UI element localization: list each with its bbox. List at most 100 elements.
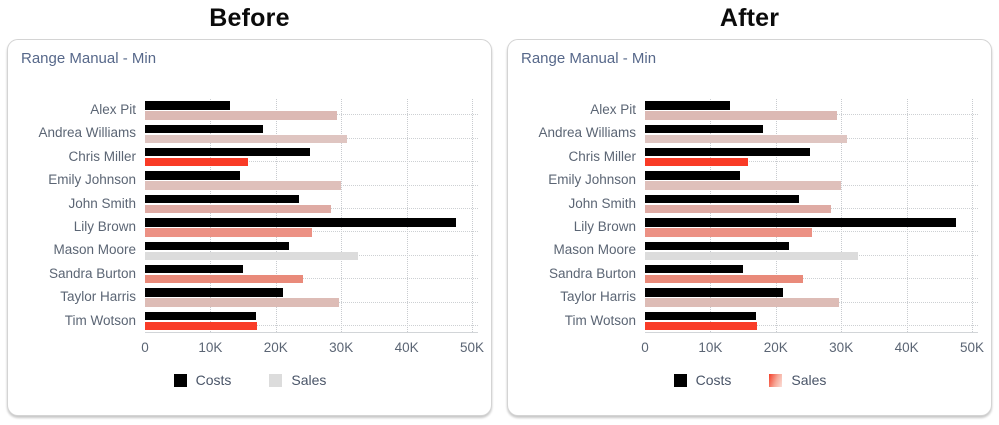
sales-bar[interactable]	[145, 298, 340, 307]
sales-bar[interactable]	[645, 274, 804, 284]
sales-bar[interactable]	[645, 228, 812, 237]
sales-bar[interactable]	[645, 204, 832, 214]
legend-item-sales[interactable]: Sales	[269, 372, 326, 388]
bar-group	[145, 238, 478, 261]
sales-bar[interactable]	[645, 157, 749, 167]
category-label: Lily Brown	[573, 218, 636, 234]
bar-group	[145, 215, 478, 238]
sales-bar[interactable]	[645, 134, 848, 143]
x-tick-label: 10K	[198, 340, 223, 355]
costs-bar[interactable]	[645, 241, 789, 250]
costs-bar[interactable]	[145, 101, 231, 110]
sales-bar[interactable]	[145, 111, 338, 120]
costs-bar[interactable]	[645, 101, 731, 110]
v-gridline	[341, 99, 343, 332]
costs-bar[interactable]	[145, 264, 244, 274]
costs-bar[interactable]	[645, 264, 744, 274]
sales-bar[interactable]	[645, 298, 840, 307]
bar-group	[145, 192, 478, 215]
bar-group	[145, 145, 478, 168]
h-gridline	[645, 325, 978, 326]
x-tick-label: 20K	[763, 340, 788, 355]
after-heading: After	[719, 4, 780, 32]
v-gridline	[210, 99, 212, 332]
costs-bar[interactable]	[645, 218, 957, 227]
costs-bar[interactable]	[145, 124, 263, 133]
before-chart-card: Range Manual - Min Alex Pit Andrea Willia…	[7, 39, 492, 416]
category-label: Chris Miller	[68, 148, 137, 164]
sales-bar[interactable]	[145, 251, 359, 260]
chart-title: Range Manual - Min	[21, 50, 157, 67]
category-label: Mason Moore	[553, 242, 636, 258]
plot-area	[145, 98, 478, 333]
sales-bar[interactable]	[145, 157, 249, 167]
bar-group	[645, 238, 978, 261]
legend-label: Sales	[791, 372, 827, 388]
page: Before Range Manual - Min Alex Pit Andrea…	[7, 0, 992, 416]
x-tick-label: 10K	[698, 340, 723, 355]
x-axis: 0 10K 20K 30K 40K 50K	[641, 333, 984, 359]
sales-bar[interactable]	[145, 134, 348, 143]
h-gridline	[145, 278, 478, 280]
after-chart-card: Range Manual - Min Alex Pit Andrea Willia…	[507, 39, 992, 416]
costs-bar[interactable]	[645, 288, 783, 297]
costs-bar[interactable]	[145, 288, 283, 297]
legend-item-sales[interactable]: Sales	[769, 372, 826, 388]
costs-bar[interactable]	[145, 147, 310, 157]
bar-group	[645, 215, 978, 238]
costs-bar[interactable]	[645, 311, 756, 321]
bar-group	[645, 168, 978, 191]
costs-bar[interactable]	[145, 218, 457, 227]
v-gridline	[472, 99, 473, 332]
legend: Costs Sales	[20, 372, 480, 388]
sales-bar[interactable]	[145, 321, 258, 331]
sales-bar[interactable]	[645, 181, 841, 190]
bar-group	[645, 121, 978, 144]
category-label: Sandra Burton	[548, 265, 636, 281]
costs-bar[interactable]	[645, 124, 763, 133]
x-tick-label: 50K	[459, 340, 485, 355]
sales-bar[interactable]	[645, 111, 838, 120]
costs-bar[interactable]	[145, 171, 241, 180]
costs-bar[interactable]	[145, 311, 256, 321]
sales-bar[interactable]	[145, 274, 304, 284]
bar-group	[645, 262, 978, 285]
x-axis: 0 10K 20K 30K 40K 50K	[141, 333, 484, 359]
v-gridline	[275, 99, 277, 332]
category-label: Mason Moore	[53, 242, 136, 258]
legend-label: Costs	[195, 372, 232, 388]
bar-group	[645, 192, 978, 215]
costs-bar[interactable]	[145, 194, 299, 204]
v-gridline	[406, 99, 408, 332]
sales-bar[interactable]	[645, 321, 758, 331]
chart-body: Alex Pit Andrea Williams Chris Miller Emily…	[20, 98, 480, 333]
sales-bar[interactable]	[645, 251, 859, 260]
bar-group	[145, 121, 478, 144]
costs-bar[interactable]	[645, 194, 799, 204]
legend-label: Costs	[695, 372, 732, 388]
h-gridline	[145, 161, 478, 163]
sales-bar[interactable]	[145, 228, 312, 237]
category-label: Taylor Harris	[560, 289, 636, 305]
h-gridline	[145, 325, 478, 326]
legend-item-costs[interactable]: Costs	[173, 372, 232, 388]
h-gridline	[645, 278, 978, 280]
costs-bar[interactable]	[145, 241, 289, 250]
bar-group	[645, 309, 978, 332]
category-label: Lily Brown	[73, 218, 136, 234]
legend-swatch	[173, 373, 187, 387]
legend-item-costs[interactable]: Costs	[673, 372, 732, 388]
sales-bar[interactable]	[145, 204, 332, 214]
costs-bar[interactable]	[645, 147, 810, 157]
costs-bar[interactable]	[645, 171, 741, 180]
v-gridline	[841, 99, 843, 332]
category-label: Tim Wotson	[564, 312, 636, 328]
sales-bar[interactable]	[145, 181, 341, 190]
h-gridline	[645, 161, 978, 163]
after-section: After Range Manual - Min Alex Pit Andrea …	[507, 0, 992, 416]
category-label: Taylor Harris	[60, 289, 136, 305]
x-tick-label: 30K	[329, 340, 354, 355]
before-heading: Before	[209, 4, 290, 32]
category-label: Sandra Burton	[48, 265, 136, 281]
x-tick-label: 0	[641, 340, 649, 355]
